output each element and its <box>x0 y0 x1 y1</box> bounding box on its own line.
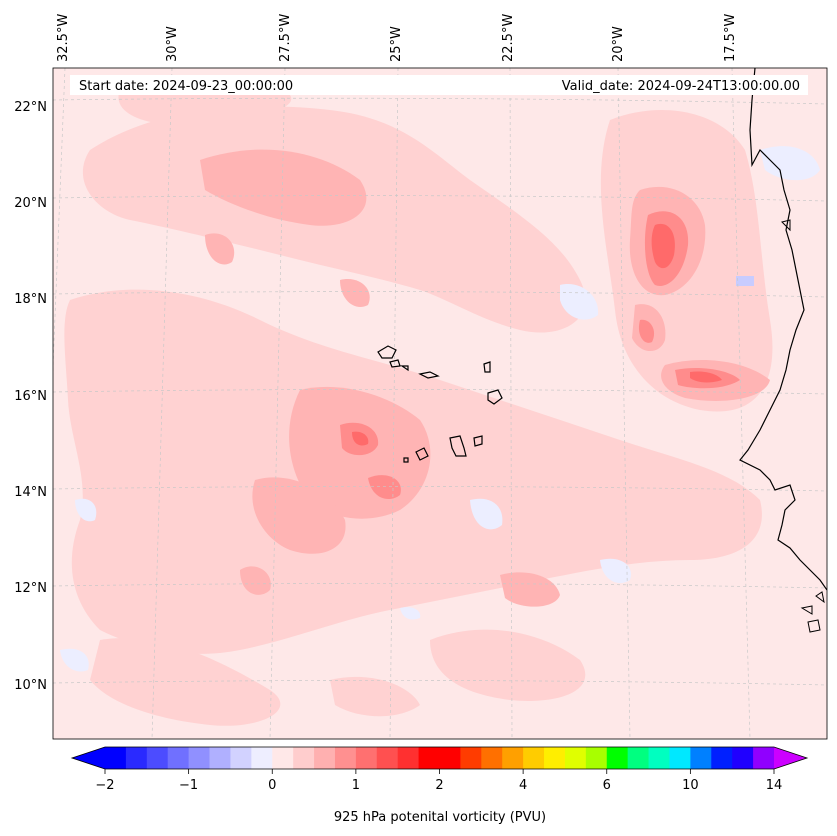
colorbar-cell <box>585 747 608 769</box>
lat-label: 20°N <box>14 196 47 211</box>
colorbar-min-arrow <box>72 747 105 769</box>
colorbar-cell <box>334 747 357 769</box>
lon-label: 32.5°W <box>56 14 71 62</box>
lon-label: 27.5°W <box>278 14 293 62</box>
colorbar-cell <box>481 747 503 769</box>
colorbar: −2 −1 0 1 2 4 6 10 14 925 hPa potenital vorticit… <box>70 746 809 825</box>
cape-verde-islands <box>377 345 503 463</box>
colorbar-cell <box>105 747 127 769</box>
lon-label: 22.5°W <box>501 14 516 62</box>
colorbar-tick-label: 1 <box>352 778 360 793</box>
lon-label: 20°W <box>611 26 626 62</box>
colorbar-ticks: −2 −1 0 1 2 4 6 10 14 <box>95 769 782 793</box>
lat-label: 16°N <box>14 389 47 404</box>
colorbar-cell <box>230 747 252 769</box>
lon-label: 25°W <box>389 26 404 62</box>
colorbar-cell <box>376 747 399 769</box>
colorbar-cell <box>606 747 629 769</box>
colorbar-cell <box>293 747 315 769</box>
lon-label: 17.5°W <box>723 14 738 62</box>
colorbar-cell <box>523 747 545 769</box>
colorbar-cell <box>355 747 378 769</box>
lat-label: 10°N <box>14 678 47 693</box>
map-panel: Start date: 2024-09-23_00:00:00 Valid_da… <box>53 68 827 739</box>
pv-contours-max <box>352 223 722 446</box>
colorbar-tick-label: 4 <box>519 778 527 793</box>
colorbar-cell <box>439 747 461 769</box>
colorbar-cell <box>711 747 733 769</box>
valid-date: Valid_date: 2024-09-24T13:00:00.00 <box>562 79 800 94</box>
colorbar-tick-label: 0 <box>268 778 276 793</box>
colorbar-tick-label: 2 <box>435 778 443 793</box>
latitude-labels: 22°N 20°N 18°N 16°N 14°N 12°N 10°N <box>14 100 47 693</box>
colorbar-cell <box>753 747 775 769</box>
map-frame <box>52 67 828 740</box>
colorbar-cell <box>167 747 190 769</box>
colorbar-cells <box>105 747 775 769</box>
longitude-labels: 32.5°W 30°W 27.5°W 25°W 22.5°W 20°W 17.5… <box>56 14 738 62</box>
lat-label: 12°N <box>14 581 47 596</box>
colorbar-cell <box>418 747 440 769</box>
colorbar-cell <box>732 747 754 769</box>
colorbar-max-arrow <box>774 747 807 769</box>
colorbar-cell <box>669 747 691 769</box>
colorbar-cell <box>146 747 169 769</box>
colorbar-cell <box>397 747 419 769</box>
colorbar-cell <box>188 747 210 769</box>
colorbar-cell <box>627 747 649 769</box>
lat-label: 14°N <box>14 485 47 500</box>
colorbar-cell <box>564 747 587 769</box>
colorbar-tick-label: 10 <box>682 778 699 793</box>
bijagos-islands <box>781 219 825 633</box>
header-box <box>70 75 808 95</box>
pv-contour-negative-small <box>736 276 754 286</box>
colorbar-cell <box>272 747 294 769</box>
colorbar-cell <box>125 747 148 769</box>
start-date: Start date: 2024-09-23_00:00:00 <box>79 79 293 94</box>
colorbar-cell <box>544 747 566 769</box>
colorbar-cell <box>648 747 670 769</box>
graticule <box>53 68 827 739</box>
colorbar-label: 925 hPa potenital vorticity (PVU) <box>334 810 546 825</box>
lat-label: 18°N <box>14 292 47 307</box>
lat-label: 22°N <box>14 100 47 115</box>
colorbar-tick-label: −2 <box>95 778 114 793</box>
colorbar-tick-label: 14 <box>766 778 783 793</box>
colorbar-tick-label: −1 <box>179 778 198 793</box>
colorbar-cell <box>502 747 524 769</box>
african-coastline <box>739 68 827 591</box>
colorbar-cell <box>690 747 712 769</box>
colorbar-cell <box>460 747 482 769</box>
colorbar-cell <box>251 747 273 769</box>
lon-label: 30°W <box>165 26 180 62</box>
colorbar-tick-label: 6 <box>603 778 611 793</box>
colorbar-cell <box>209 747 231 769</box>
colorbar-cell <box>314 747 336 769</box>
